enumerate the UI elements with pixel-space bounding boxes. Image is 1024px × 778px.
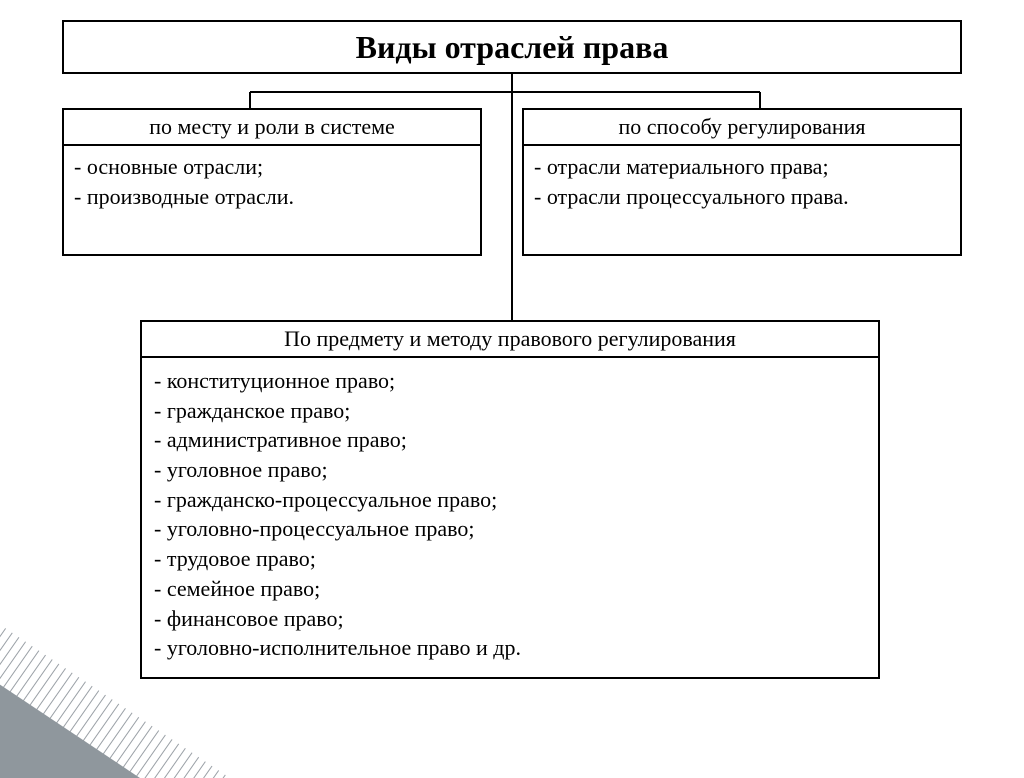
category-body: конституционное право;гражданское право;… [140,358,880,679]
item-list: конституционное право;гражданское право;… [154,366,866,663]
list-item: трудовое право; [154,544,866,574]
list-item: гражданское право; [154,396,866,426]
item-list: основные отрасли;производные отрасли. [74,152,470,211]
list-item: финансовое право; [154,604,866,634]
list-item: гражданско-процессуальное право; [154,485,866,515]
list-item: уголовно-исполнительное право и др. [154,633,866,663]
category-by-regulation-method: по способу регулирования отрасли материа… [522,108,962,256]
category-body: отрасли материального права;отрасли проц… [522,146,962,256]
category-by-subject-method: По предмету и методу правового регулиров… [140,320,880,679]
list-item: производные отрасли. [74,182,470,212]
item-list: отрасли материального права;отрасли проц… [534,152,950,211]
category-by-place-role: по месту и роли в системе основные отрас… [62,108,482,256]
connector-horizontal-top [250,91,760,93]
list-item: основные отрасли; [74,152,470,182]
connector-vertical-main [511,74,513,320]
list-item: конституционное право; [154,366,866,396]
category-header: по способу регулирования [522,108,962,146]
category-body: основные отрасли;производные отрасли. [62,146,482,256]
connector-vertical-right [759,92,761,108]
list-item: административное право; [154,425,866,455]
diagram-title: Виды отраслей права [62,20,962,74]
list-item: семейное право; [154,574,866,604]
list-item: отрасли процессуального права. [534,182,950,212]
list-item: уголовное право; [154,455,866,485]
list-item: уголовно-процессуальное право; [154,514,866,544]
category-header: по месту и роли в системе [62,108,482,146]
connector-vertical-left [249,92,251,108]
category-header: По предмету и методу правового регулиров… [140,320,880,358]
list-item: отрасли материального права; [534,152,950,182]
